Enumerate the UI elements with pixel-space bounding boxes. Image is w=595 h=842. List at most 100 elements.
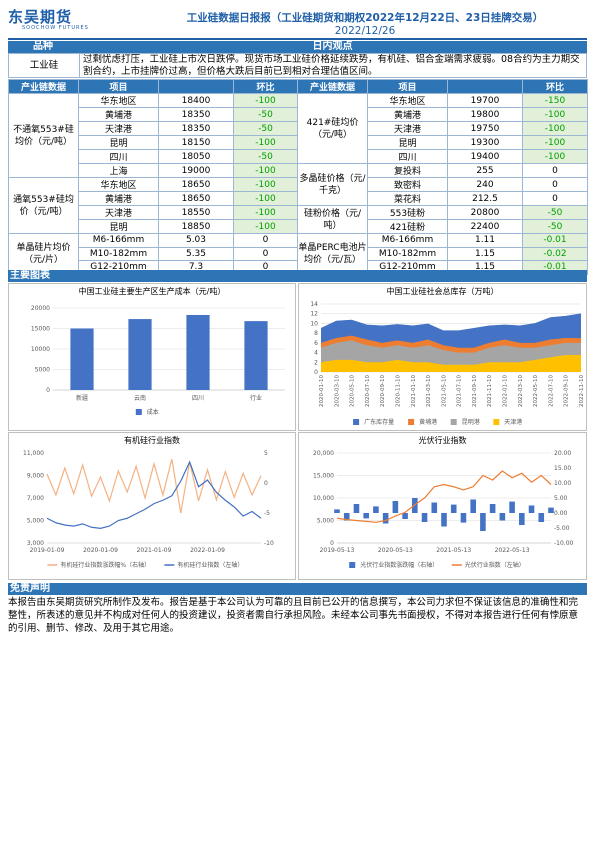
- item: M6-166mm: [78, 233, 159, 248]
- bar: [353, 504, 360, 513]
- header-cell: [447, 79, 523, 94]
- date: 2022/12/26: [334, 25, 396, 37]
- price: 19300: [447, 135, 523, 150]
- table-row: 四川 18050 -50 四川 19400 -100: [9, 149, 588, 164]
- legend-label: 有机硅行业指数（左轴）: [177, 561, 243, 569]
- bar: [402, 513, 408, 519]
- bar: [343, 513, 350, 521]
- price: 19400: [447, 149, 523, 164]
- change: -100: [233, 219, 298, 234]
- x-tick-label: 2021-01-09: [137, 547, 172, 554]
- x-tick-label: 2020-05-13: [378, 547, 413, 554]
- header-cell: 项目: [78, 79, 159, 94]
- x-tick-label: 2022-03-10: [518, 375, 524, 407]
- table-row: 昆明 18850 -100 421硅粉 22400 -50: [9, 219, 588, 234]
- x-tick-label: 2021-07-10: [457, 375, 463, 407]
- price: 212.5: [447, 191, 523, 206]
- bar: [363, 513, 369, 519]
- change: 0: [233, 246, 298, 261]
- item: 553硅粉: [367, 205, 448, 220]
- price: 18350: [158, 107, 234, 122]
- y-tick-label: 5000: [35, 367, 50, 374]
- view-header-cell: 日内观点: [312, 41, 353, 52]
- x-tick-label: 2020-01-09: [83, 547, 118, 554]
- change: -100: [522, 135, 588, 150]
- change: -50: [522, 205, 588, 220]
- item: 黄埔港: [78, 191, 159, 206]
- legend-label: 天津港: [504, 418, 522, 426]
- section-charts: 主要图表: [8, 270, 587, 282]
- x-tick-label: 2020-05-10: [350, 375, 356, 407]
- item: 天津港: [367, 121, 448, 136]
- chart-box: 光伏行业指数 0 5,000 10,000 15,000 20,000 -10.00 -5.0…: [298, 432, 587, 580]
- legend-label: 广东库存量: [364, 418, 394, 426]
- y-tick-label: 20,000: [313, 450, 334, 457]
- bar: [450, 504, 457, 513]
- x-tick-label: 2022-01-10: [503, 375, 509, 407]
- change: -50: [233, 149, 298, 164]
- item: 天津港: [78, 205, 159, 220]
- table-row: 天津港 18350 -50 天津港 19750 -100: [9, 121, 588, 136]
- bar: [528, 505, 535, 513]
- price: 18650: [158, 177, 234, 192]
- legend-label: 光伏行业指数涨跌幅（右轴）: [360, 561, 438, 569]
- bar: [470, 499, 476, 513]
- bar: [431, 502, 438, 513]
- bar: [538, 513, 545, 522]
- change: -100: [522, 121, 588, 136]
- chart-title: 有机硅行业指数: [124, 435, 180, 445]
- legend-swatch: [493, 419, 500, 425]
- x-tick-label: 2022-11-10: [579, 375, 585, 407]
- bar: [128, 319, 152, 390]
- y2-tick-label: -10: [264, 540, 274, 547]
- x-tick-label: 行业: [250, 394, 262, 402]
- title: 工业硅数据日报报（工业硅期货和期权2022年12月22日、23日挂牌交易）: [186, 12, 544, 24]
- chart-box: 中国工业硅社会总库存（万吨） 0 2 4 6 8 10 12 14 2020-01-10 2020-…: [298, 283, 587, 431]
- item: 菜花料: [367, 191, 448, 206]
- price: 18050: [158, 149, 234, 164]
- bar: [373, 506, 379, 513]
- x-tick-label: 2021-05-13: [436, 547, 471, 554]
- price: 18400: [158, 93, 234, 108]
- bar: [441, 513, 447, 527]
- bar: [392, 501, 399, 513]
- item: 四川: [367, 149, 448, 164]
- legend-swatch: [408, 419, 415, 425]
- price: 19750: [447, 121, 523, 136]
- legend-label: 黄埔港: [419, 418, 437, 426]
- price: 19800: [447, 107, 523, 122]
- item: 华东地区: [367, 93, 448, 108]
- legend-label: 昆明港: [462, 418, 480, 426]
- x-tick-label: 2022-01-09: [190, 547, 225, 554]
- change: -50: [233, 121, 298, 136]
- x-tick-label: 新疆: [76, 394, 88, 402]
- change: -100: [522, 107, 588, 122]
- y-tick-label: 3,000: [27, 540, 44, 547]
- view-header-cell: 品种: [33, 41, 53, 52]
- change: 0: [522, 163, 588, 178]
- price: 22400: [447, 219, 523, 234]
- item: 昆明: [367, 135, 448, 150]
- change: -100: [233, 191, 298, 206]
- area-top: [320, 313, 582, 332]
- change: -0.01: [522, 233, 588, 248]
- y2-tick-label: 10.00: [554, 480, 571, 487]
- chart-title: 中国工业硅社会总库存（万吨）: [387, 286, 499, 296]
- y-tick-label: 0: [330, 540, 334, 547]
- table-row: 天津港 18550 -100 硅粉价格（元/吨） 553硅粉 20800 -50: [9, 205, 588, 234]
- y2-tick-label: -10.00: [554, 540, 574, 547]
- y-tick-label: 12: [310, 311, 318, 318]
- x-tick-label: 2021-11-10: [487, 375, 493, 407]
- price: 18150: [158, 135, 234, 150]
- table-row: 通氧553#硅均价（元/吨） 华东地区 18650 -100 致密料 240 0: [8, 177, 588, 234]
- y-tick-label: 0: [46, 387, 50, 394]
- y-tick-label: 10,000: [313, 495, 334, 502]
- item: M10-182mm: [367, 246, 448, 261]
- bar: [186, 314, 210, 390]
- y-tick-label: 11,000: [23, 450, 44, 457]
- item: 黄埔港: [367, 107, 448, 122]
- price: 18550: [158, 205, 234, 220]
- item: 421硅粉: [367, 219, 448, 234]
- price: 1.15: [447, 246, 523, 261]
